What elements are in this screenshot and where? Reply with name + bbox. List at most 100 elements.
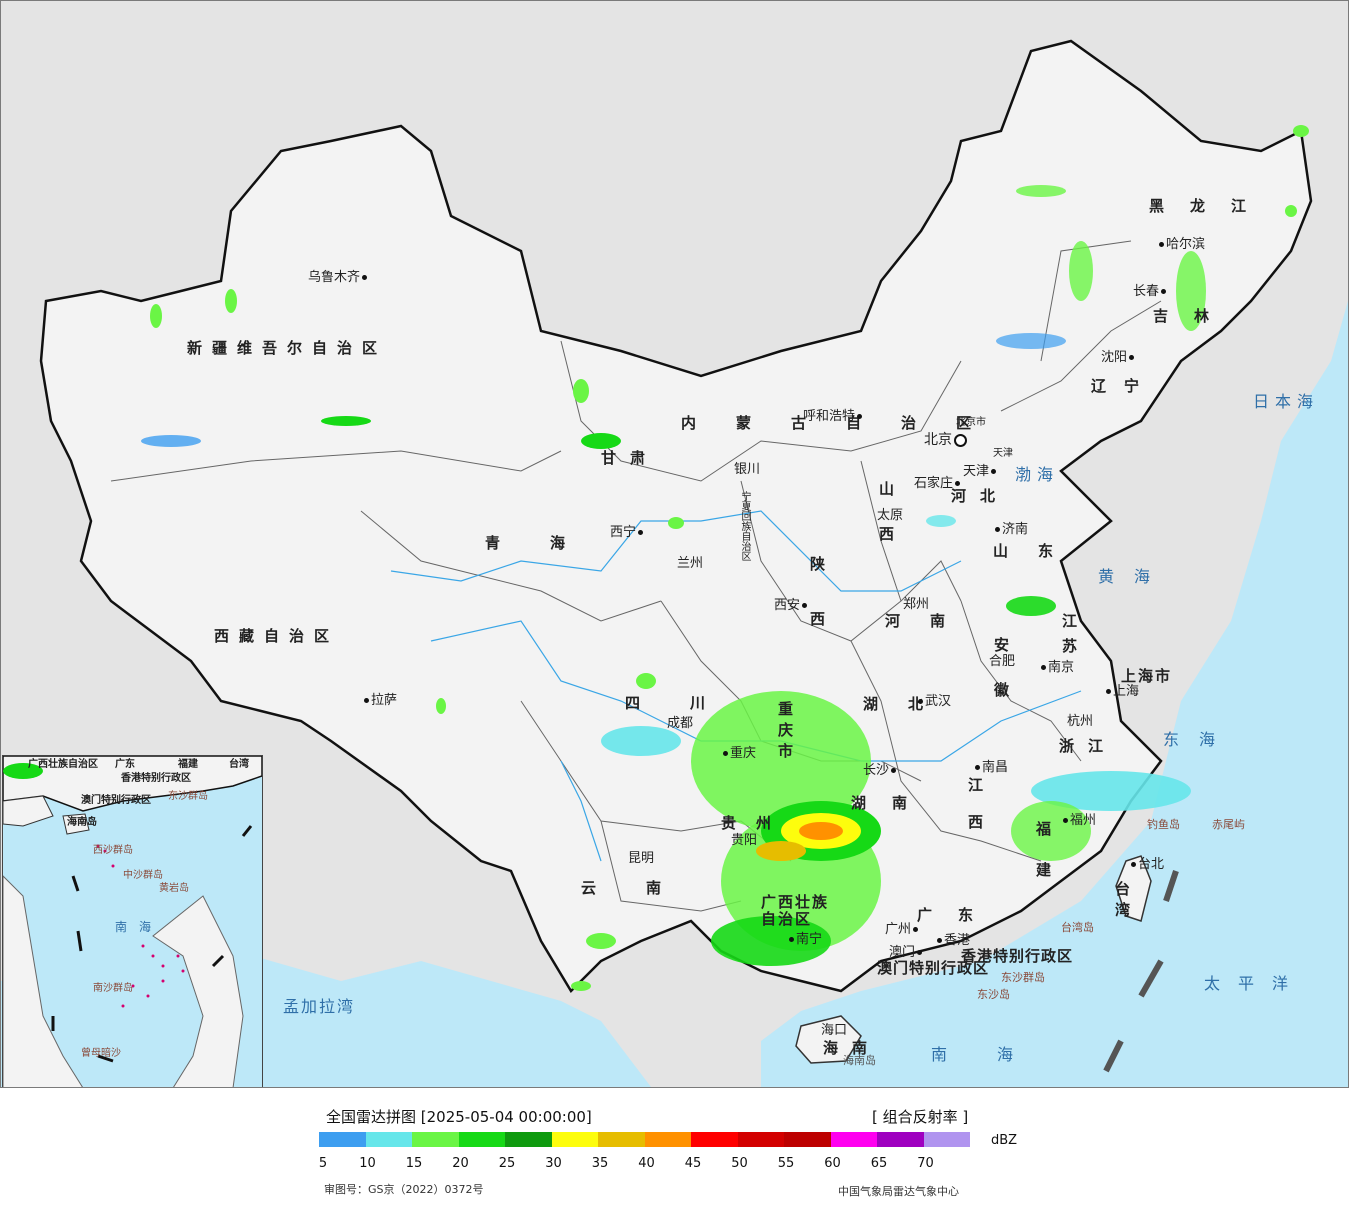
inset-label: 台湾: [229, 759, 249, 770]
city-label: 石家庄: [914, 477, 962, 490]
region-label: 内蒙古自治区: [681, 414, 1012, 432]
color-swatch: [644, 1132, 691, 1147]
taiwan-outline: [1115, 855, 1152, 922]
inset-label: 东沙群岛: [168, 791, 208, 802]
region-label: 吉林: [1153, 307, 1236, 325]
inset-label: 西沙群岛: [93, 845, 133, 856]
tick-label: 40: [638, 1156, 655, 1171]
region-label: 宁夏回族自治区: [739, 491, 750, 561]
color-swatch: [784, 1132, 831, 1147]
sea-label: 东海: [1163, 730, 1236, 749]
inset-base: [3, 756, 262, 1087]
city-label: 昆明: [628, 851, 655, 866]
sea-label: 黄海: [1098, 567, 1171, 586]
city-label: 北京: [924, 433, 969, 447]
island-label: 台湾岛: [1061, 921, 1094, 934]
city-label: 南宁: [787, 933, 822, 946]
legend-title: 全国雷达拼图 [2025-05-04 00:00:00]: [326, 1108, 592, 1126]
inset-label: 中沙群岛: [123, 870, 163, 881]
inset-label: 曾母暗沙: [81, 1048, 121, 1059]
color-swatch: [830, 1132, 877, 1147]
region-label: 河南: [885, 612, 976, 630]
sea-area: [761, 301, 1348, 1087]
city-label: 重庆: [721, 747, 756, 760]
city-label: 沈阳: [1101, 351, 1136, 364]
tick-label: 30: [545, 1156, 562, 1171]
inset-label: 南沙群岛: [93, 983, 133, 994]
color-swatch: [877, 1132, 924, 1147]
region-label: 黑龙江: [1149, 197, 1273, 215]
tick-label: 35: [591, 1156, 609, 1171]
color-swatch: [737, 1132, 784, 1147]
region-label: 香港特别行政区: [961, 947, 1074, 965]
city-label: 济南: [993, 523, 1028, 536]
city-label: 兰州: [677, 556, 704, 571]
color-swatch: [458, 1132, 505, 1147]
city-label: 海口: [821, 1023, 848, 1038]
city-label: 合肥: [989, 654, 1016, 669]
color-swatch: [365, 1132, 412, 1147]
city-label: 天津: [963, 465, 998, 478]
region-label: 安徽: [992, 637, 1010, 727]
city-label: 哈尔滨: [1157, 238, 1205, 251]
region-label: 浙江: [1059, 737, 1118, 755]
island-label: 东沙岛: [977, 988, 1010, 1001]
city-label: 郑州: [903, 597, 930, 612]
hainan-outline: [795, 1015, 862, 1064]
color-swatch: [598, 1132, 645, 1147]
city-label: 上海: [1104, 685, 1139, 698]
sea-label: 渤海: [1015, 465, 1060, 484]
region-label: 辽宁: [1091, 377, 1158, 395]
tick-label: 55: [777, 1156, 795, 1171]
radar-map: 新疆维吾尔自治区 西藏自治区 青海 甘肃 内蒙古自治区 黑龙江 吉林 辽宁 河北…: [0, 0, 1349, 1088]
region-label: 江西: [966, 777, 984, 851]
unit-label: dBZ: [991, 1133, 1018, 1148]
region-label: 云南: [581, 879, 712, 897]
inset-label: 广东: [115, 759, 135, 770]
radar-echoes: [141, 125, 1309, 991]
tick-label: 15: [405, 1156, 423, 1171]
city-label: 贵阳: [731, 833, 758, 848]
sea-label: 日本海: [1253, 392, 1320, 411]
region-label: 新疆维吾尔自治区: [187, 339, 388, 357]
inset-label: 广西壮族自治区: [28, 759, 98, 770]
city-label: 澳门: [889, 946, 924, 959]
tick-label: 25: [498, 1156, 516, 1171]
region-label: 陕西: [808, 556, 826, 666]
inset-label: 南海: [115, 920, 164, 934]
color-swatch: [551, 1132, 598, 1147]
region-label: 甘肃: [601, 449, 660, 467]
region-label: 青海: [485, 534, 616, 552]
city-label: 西宁: [610, 526, 645, 539]
color-swatch: [412, 1132, 459, 1147]
inset-label: 香港特别行政区: [121, 773, 191, 784]
region-label: 重庆市: [776, 701, 794, 764]
city-label: 长春: [1133, 285, 1168, 298]
region-label: 山东: [993, 542, 1084, 560]
data-source: 中国气象局雷达气象中心: [838, 1185, 959, 1198]
tick-label: 20: [452, 1156, 469, 1171]
color-swatch: [923, 1132, 970, 1147]
legend: 全国雷达拼图 [2025-05-04 00:00:00] [ 组合反射率 ] d…: [0, 1088, 1349, 1208]
city-label: 拉萨: [362, 694, 397, 707]
sea-label: 孟加拉湾: [283, 997, 356, 1016]
region-label: 湖南: [851, 794, 934, 812]
island-label: 赤尾屿: [1212, 818, 1245, 831]
city-label: 香港: [935, 934, 970, 947]
city-label: 杭州: [1067, 714, 1094, 729]
tick-label: 65: [870, 1156, 888, 1171]
island-label: 东沙群岛: [1001, 971, 1045, 984]
region-label: 上海市: [1121, 667, 1173, 685]
region-label: 福建: [1034, 821, 1052, 903]
region-label: 海南: [823, 1039, 882, 1057]
inset-label: 福建: [178, 759, 198, 770]
product-label: [ 组合反射率 ]: [872, 1108, 969, 1126]
sea-label: 太平洋: [1204, 974, 1307, 993]
region-label: 西藏自治区: [214, 627, 340, 645]
color-swatch: [505, 1132, 552, 1147]
city-label: 福州: [1061, 814, 1096, 827]
region-label: 澳门特别行政区: [877, 959, 990, 977]
tick-label: 10: [359, 1156, 376, 1171]
region-label: 天津: [993, 448, 1013, 459]
city-label: 银川: [734, 462, 761, 477]
